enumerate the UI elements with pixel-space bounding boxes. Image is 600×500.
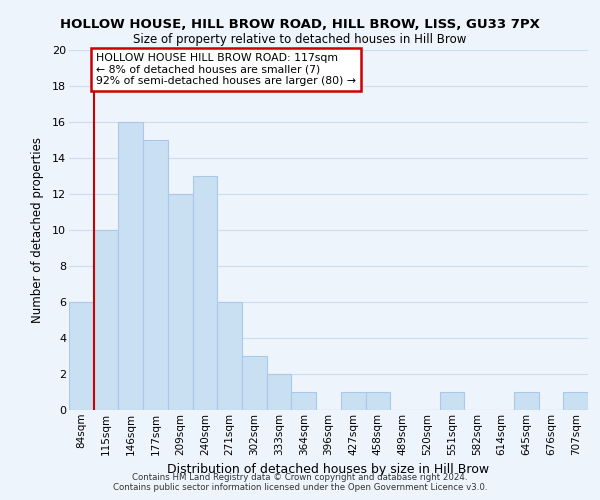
- Bar: [292, 392, 316, 410]
- Bar: [168, 194, 193, 410]
- Bar: [143, 140, 168, 410]
- Text: HOLLOW HOUSE, HILL BROW ROAD, HILL BROW, LISS, GU33 7PX: HOLLOW HOUSE, HILL BROW ROAD, HILL BROW,…: [60, 18, 540, 30]
- X-axis label: Distribution of detached houses by size in Hill Brow: Distribution of detached houses by size …: [167, 463, 490, 476]
- Text: Contains HM Land Registry data © Crown copyright and database right 2024.
Contai: Contains HM Land Registry data © Crown c…: [113, 473, 487, 492]
- Bar: [94, 230, 118, 410]
- Bar: [563, 392, 588, 410]
- Bar: [440, 392, 464, 410]
- Bar: [242, 356, 267, 410]
- Bar: [267, 374, 292, 410]
- Bar: [341, 392, 365, 410]
- Y-axis label: Number of detached properties: Number of detached properties: [31, 137, 44, 323]
- Bar: [193, 176, 217, 410]
- Bar: [217, 302, 242, 410]
- Text: Size of property relative to detached houses in Hill Brow: Size of property relative to detached ho…: [133, 32, 467, 46]
- Text: HOLLOW HOUSE HILL BROW ROAD: 117sqm
← 8% of detached houses are smaller (7)
92% : HOLLOW HOUSE HILL BROW ROAD: 117sqm ← 8%…: [95, 52, 356, 86]
- Bar: [69, 302, 94, 410]
- Bar: [118, 122, 143, 410]
- Bar: [514, 392, 539, 410]
- Bar: [365, 392, 390, 410]
